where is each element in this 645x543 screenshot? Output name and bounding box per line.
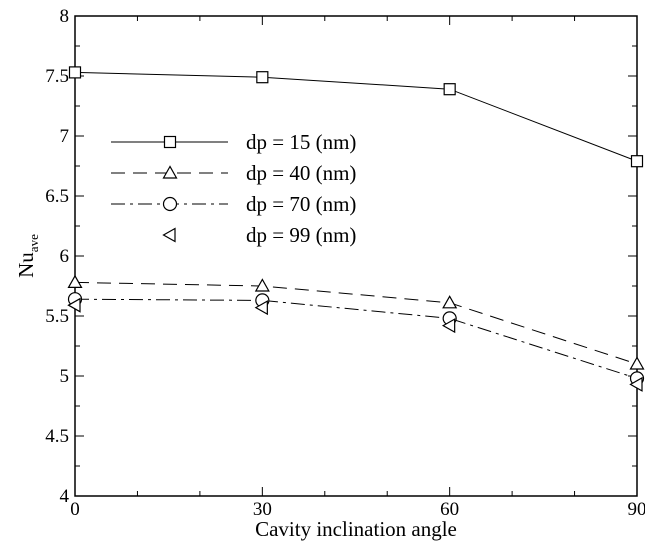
legend-marker-2 [162,165,178,179]
y-axis-title-main: Nu [14,252,38,278]
data-point-series-2 [67,274,83,288]
y-tick-label: 6 [60,246,70,267]
y-tick-label: 4.5 [45,426,69,447]
legend-label-3: dp = 70 (nm) [246,192,356,216]
data-point-series-4 [254,300,268,316]
legend-label-4: dp = 99 (nm) [246,223,356,247]
data-point-series-2 [629,356,645,370]
plot-frame [74,15,638,497]
data-point-series-1 [443,83,456,96]
series-line-1 [74,71,638,162]
y-axis-title-sub: ave [26,234,41,252]
x-tick-label: 30 [253,499,272,520]
x-tick-label: 0 [70,499,80,520]
data-point-series-2 [442,295,458,309]
y-tick-label: 8 [60,6,70,27]
data-point-series-2 [254,278,270,292]
y-tick-label: 5 [60,366,70,387]
x-tick-label: 90 [628,499,645,520]
y-tick-label: 4 [60,486,70,507]
data-point-series-4 [441,318,456,334]
svg-text:Nuave: Nuave [14,234,41,278]
data-point-series-1 [68,66,82,79]
legend-marker-4 [162,227,176,243]
y-tick-label: 5.5 [45,306,69,327]
y-tick-label: 7 [60,126,70,147]
data-point-series-1 [256,71,269,84]
x-tick-label: 60 [440,499,459,520]
data-point-series-4 [67,297,81,313]
y-tick-label: 6.5 [45,186,69,207]
data-point-series-1 [630,155,644,168]
series-line-3 [74,298,638,379]
legend-marker-3 [162,196,178,212]
x-axis-title: Cavity inclination angle [255,517,457,541]
data-point-series-4 [629,376,643,392]
y-tick-label: 7.5 [45,66,69,87]
y-axis-title: Nuave [14,234,41,278]
legend-marker-1 [163,135,177,149]
legend-label-2: dp = 40 (nm) [246,161,356,185]
legend-label-1: dp = 15 (nm) [246,130,356,154]
series-line-2 [74,281,638,365]
